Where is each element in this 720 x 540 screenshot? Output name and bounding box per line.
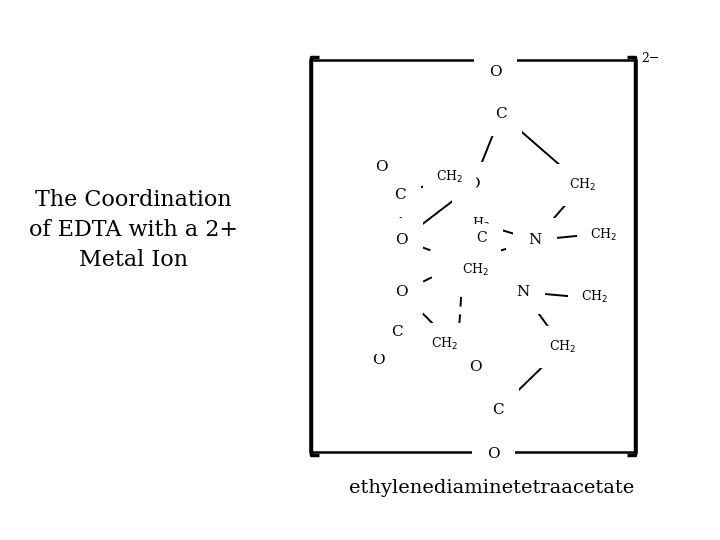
Text: The Coordination
of EDTA with a 2+
Metal Ion: The Coordination of EDTA with a 2+ Metal…	[29, 188, 238, 272]
Text: O: O	[395, 233, 408, 247]
Text: C: C	[476, 231, 487, 245]
Text: C: C	[492, 403, 504, 417]
Text: CH$_2$: CH$_2$	[581, 289, 608, 305]
Text: CH$_2$: CH$_2$	[462, 262, 489, 278]
Text: C: C	[391, 325, 402, 339]
Text: H$_2$: H$_2$	[472, 216, 490, 232]
Text: CH$_2$: CH$_2$	[431, 336, 458, 352]
Text: C: C	[495, 107, 507, 121]
Text: M: M	[454, 253, 472, 271]
Text: O: O	[469, 360, 482, 374]
Text: O: O	[489, 65, 502, 79]
Text: O: O	[372, 353, 385, 367]
Text: CH$_2$: CH$_2$	[436, 169, 463, 185]
Text: O: O	[487, 447, 500, 461]
Text: CH$_2$: CH$_2$	[590, 227, 617, 243]
Text: C: C	[394, 188, 405, 202]
Text: O: O	[375, 160, 388, 174]
Text: ethylenediaminetetraacetate: ethylenediaminetetraacetate	[348, 479, 634, 497]
Text: 2−: 2−	[642, 52, 660, 65]
Text: CH$_2$: CH$_2$	[569, 177, 596, 193]
Text: O: O	[467, 177, 480, 191]
Text: N: N	[516, 285, 530, 299]
Text: N: N	[528, 233, 541, 247]
Text: CH$_2$: CH$_2$	[549, 339, 577, 355]
Text: O: O	[395, 285, 408, 299]
